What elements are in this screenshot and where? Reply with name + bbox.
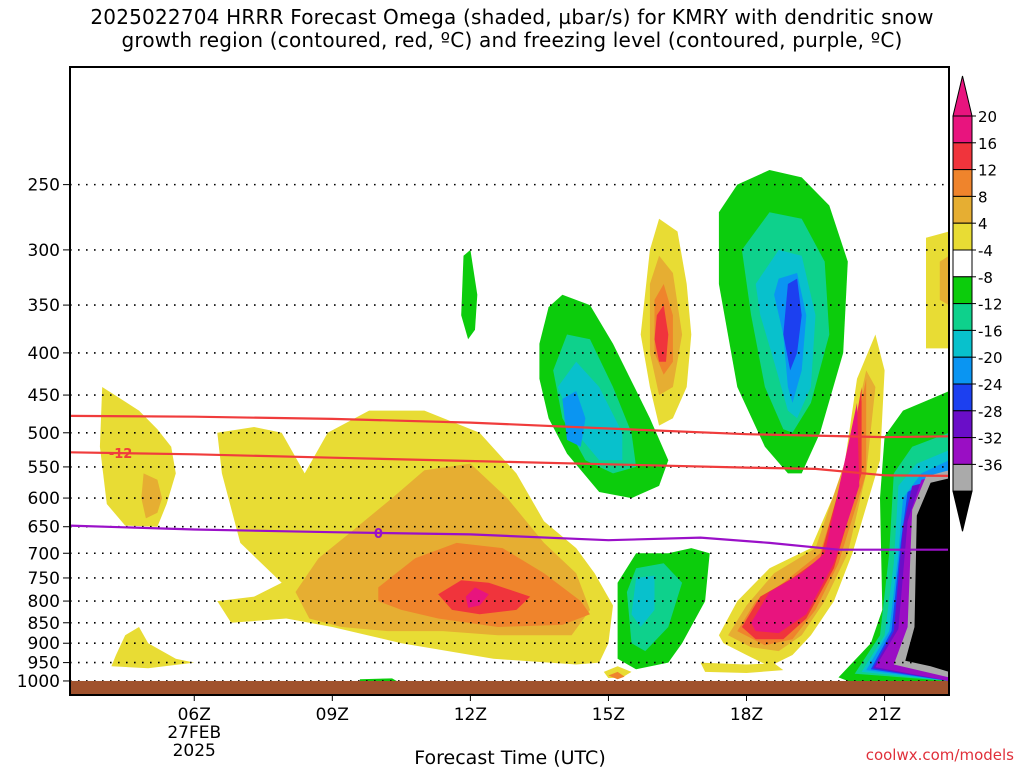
colorbar-bin bbox=[952, 329, 973, 358]
y-tick-label: 800 bbox=[28, 592, 60, 612]
y-tick-label: 550 bbox=[28, 458, 60, 478]
x-tick-label: 09Z bbox=[316, 705, 349, 725]
omega-region bbox=[557, 361, 623, 461]
colorbar-bin bbox=[952, 383, 973, 412]
x-tick-label: 06Z bbox=[178, 705, 211, 725]
y-tick-label: 900 bbox=[28, 634, 60, 654]
chart-title: 2025022704 HRRR Forecast Omega (shaded, … bbox=[0, 6, 1024, 52]
colorbar-tick-label: -20 bbox=[978, 349, 1003, 367]
colorbar-tick-label: -16 bbox=[978, 322, 1003, 340]
pressure-axis: 2503003504004505005506006507007508008509… bbox=[17, 176, 70, 692]
chart-title-line-1: 2025022704 HRRR Forecast Omega (shaded, … bbox=[90, 5, 934, 29]
contour-label: -12 bbox=[109, 447, 133, 462]
y-tick-label: 750 bbox=[28, 569, 60, 589]
x-tick-sublabel: 27FEB bbox=[167, 723, 221, 743]
omega-region bbox=[608, 671, 625, 680]
colorbar-bin bbox=[952, 249, 973, 278]
colorbar-bin bbox=[952, 222, 973, 251]
x-tick-label: 15Z bbox=[592, 705, 625, 725]
y-tick-label: 250 bbox=[28, 176, 60, 196]
colorbar-bin bbox=[952, 195, 973, 224]
y-tick-label: 1000 bbox=[17, 672, 60, 692]
omega-region bbox=[631, 575, 655, 627]
colorbar-bottom-arrow bbox=[952, 490, 973, 532]
plot-frame bbox=[69, 66, 950, 696]
colorbar-tick-label: -24 bbox=[978, 376, 1003, 394]
y-tick-label: 650 bbox=[28, 518, 60, 538]
purple-contour bbox=[69, 524, 949, 551]
y-tick-label: 500 bbox=[28, 424, 60, 444]
omega-shading bbox=[99, 170, 949, 681]
colorbar-top-arrow bbox=[952, 75, 973, 117]
omega-region bbox=[461, 249, 478, 340]
colorbar-tick-label: -12 bbox=[978, 296, 1003, 314]
y-tick-label: 600 bbox=[28, 489, 60, 509]
x-tick-label: 18Z bbox=[730, 705, 763, 725]
x-axis-label: Forecast Time (UTC) bbox=[414, 747, 605, 768]
colorbar-bin bbox=[952, 169, 973, 197]
y-tick-label: 350 bbox=[28, 296, 60, 316]
ground-layer bbox=[70, 680, 949, 695]
omega-region bbox=[718, 334, 885, 667]
colorbar-bin bbox=[952, 410, 973, 439]
y-tick-label: 450 bbox=[28, 386, 60, 406]
x-tick-label: 21Z bbox=[868, 705, 901, 725]
omega-region bbox=[939, 255, 949, 306]
omega-region bbox=[111, 627, 195, 669]
colorbar-bin bbox=[952, 303, 973, 331]
colorbar-tick-label: 8 bbox=[978, 188, 988, 206]
omega-region bbox=[465, 587, 489, 608]
omega-region bbox=[700, 662, 784, 673]
colorbar-tick-label: -4 bbox=[978, 242, 993, 260]
y-tick-label: 700 bbox=[28, 544, 60, 564]
omega-region bbox=[783, 278, 802, 371]
colorbar-tick-label: -36 bbox=[978, 456, 1003, 474]
colorbar-bin bbox=[952, 437, 973, 465]
colorbar-bin bbox=[952, 276, 973, 305]
colorbar-tick-label: 16 bbox=[978, 135, 997, 153]
colorbar-bin bbox=[952, 115, 973, 144]
x-tick-label: 12Z bbox=[454, 705, 487, 725]
x-tick-sublabel: 2025 bbox=[173, 741, 216, 761]
colorbar-tick-label: 20 bbox=[978, 108, 997, 126]
colorbar-tick-label: 12 bbox=[978, 162, 997, 180]
omega-region bbox=[141, 473, 162, 519]
contour-label: 0 bbox=[374, 527, 383, 542]
red-contour bbox=[69, 451, 950, 477]
colorbar-bin bbox=[952, 356, 973, 385]
colorbar-tick-label: -32 bbox=[978, 430, 1003, 448]
omega-region bbox=[359, 678, 397, 681]
y-tick-label: 300 bbox=[28, 241, 60, 261]
omega-region bbox=[562, 391, 586, 447]
colorbar-bin bbox=[952, 463, 973, 492]
colorbar-tick-label: -8 bbox=[978, 269, 993, 287]
red-contour bbox=[69, 414, 950, 439]
omega-region bbox=[905, 478, 949, 672]
chart-title-line-2: growth region (contoured, red, ºC) and f… bbox=[121, 28, 903, 52]
colorbar-bin bbox=[952, 142, 973, 171]
temperature-contours: -12 0 bbox=[69, 414, 950, 551]
omega-region bbox=[751, 402, 860, 634]
source-credit: coolwx.com/models bbox=[865, 746, 1014, 764]
colorbar-tick-label: 4 bbox=[978, 215, 988, 233]
ground-band bbox=[70, 680, 949, 695]
y-tick-label: 950 bbox=[28, 654, 60, 674]
y-tick-label: 400 bbox=[28, 344, 60, 364]
colorbar-tick-label: -28 bbox=[978, 403, 1003, 421]
y-tick-label: 850 bbox=[28, 614, 60, 634]
omega-region bbox=[654, 305, 669, 362]
colorbar: 20 16 12 8 4 -4 -8 -12 -16 -20 -24 -28 -32 -36 bbox=[952, 75, 1003, 532]
